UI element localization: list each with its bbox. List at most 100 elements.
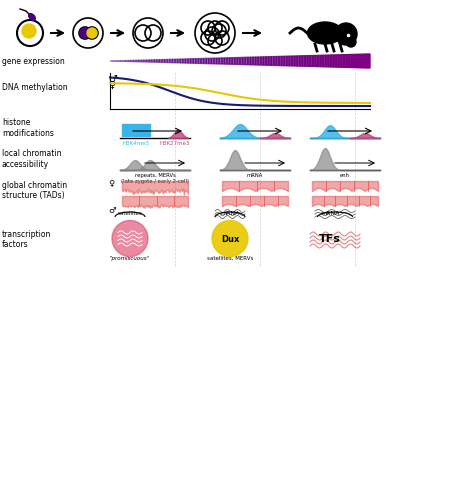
Polygon shape: [326, 56, 328, 68]
Text: (late zygote / early 2-cell): (late zygote / early 2-cell): [121, 179, 189, 184]
Polygon shape: [178, 60, 180, 64]
Text: mRNA: mRNA: [220, 210, 240, 215]
Polygon shape: [360, 55, 362, 69]
Polygon shape: [367, 55, 370, 69]
Polygon shape: [276, 57, 279, 67]
Circle shape: [346, 38, 356, 48]
Polygon shape: [339, 56, 341, 68]
Polygon shape: [313, 56, 315, 68]
Polygon shape: [185, 60, 188, 64]
Text: DNA methylation: DNA methylation: [2, 83, 68, 92]
Text: "promiscuous": "promiscuous": [110, 256, 150, 261]
Polygon shape: [300, 57, 302, 67]
Polygon shape: [282, 57, 284, 67]
Polygon shape: [328, 56, 331, 68]
Polygon shape: [318, 56, 320, 68]
Text: H3K4me3: H3K4me3: [122, 141, 149, 146]
Polygon shape: [219, 59, 222, 65]
Polygon shape: [201, 59, 204, 65]
Polygon shape: [261, 58, 264, 66]
Polygon shape: [131, 61, 133, 63]
Polygon shape: [346, 56, 349, 68]
Polygon shape: [227, 59, 229, 65]
Polygon shape: [279, 57, 282, 67]
Circle shape: [22, 25, 36, 39]
Ellipse shape: [28, 15, 36, 22]
Polygon shape: [204, 59, 206, 65]
Polygon shape: [149, 61, 152, 63]
Polygon shape: [271, 58, 274, 66]
Polygon shape: [320, 56, 323, 68]
Polygon shape: [357, 55, 360, 69]
Polygon shape: [287, 57, 290, 67]
Polygon shape: [217, 59, 219, 65]
Polygon shape: [199, 60, 201, 64]
Polygon shape: [336, 56, 339, 68]
Polygon shape: [308, 57, 310, 67]
Circle shape: [212, 221, 248, 257]
Text: Dux: Dux: [221, 234, 239, 243]
Polygon shape: [146, 61, 149, 63]
Polygon shape: [175, 60, 178, 64]
Polygon shape: [365, 55, 367, 69]
Text: mRNA: mRNA: [320, 210, 340, 215]
Polygon shape: [136, 61, 138, 63]
Polygon shape: [255, 58, 258, 66]
Polygon shape: [193, 60, 196, 64]
Text: satellites, MERVs: satellites, MERVs: [207, 256, 253, 261]
Polygon shape: [302, 57, 305, 67]
Polygon shape: [224, 59, 227, 65]
Polygon shape: [164, 60, 167, 64]
Polygon shape: [180, 60, 183, 64]
Polygon shape: [355, 55, 357, 69]
Polygon shape: [128, 61, 131, 63]
Polygon shape: [133, 61, 136, 63]
Text: ♀: ♀: [108, 80, 115, 90]
Text: ♂: ♂: [108, 205, 116, 214]
Polygon shape: [258, 58, 261, 66]
Polygon shape: [305, 57, 308, 67]
Polygon shape: [243, 58, 245, 66]
Polygon shape: [141, 61, 144, 63]
Text: TFs: TFs: [319, 234, 341, 244]
Polygon shape: [138, 61, 141, 63]
Polygon shape: [264, 58, 266, 66]
Polygon shape: [269, 58, 271, 66]
Polygon shape: [250, 58, 253, 66]
Text: enh: enh: [340, 173, 350, 178]
Polygon shape: [341, 56, 344, 68]
Polygon shape: [222, 59, 224, 65]
Polygon shape: [157, 61, 159, 63]
Polygon shape: [191, 60, 193, 64]
Polygon shape: [209, 59, 211, 65]
Polygon shape: [292, 57, 295, 67]
Polygon shape: [232, 59, 235, 65]
Text: gene expression: gene expression: [2, 58, 65, 66]
Polygon shape: [284, 57, 287, 67]
Polygon shape: [167, 60, 170, 64]
Text: ♀: ♀: [108, 179, 114, 188]
Circle shape: [80, 29, 90, 39]
Polygon shape: [274, 58, 276, 66]
Text: H3K27me3: H3K27me3: [160, 141, 190, 146]
Text: local chromatin
accessibility: local chromatin accessibility: [2, 149, 62, 168]
Polygon shape: [211, 59, 214, 65]
Polygon shape: [245, 58, 248, 66]
Polygon shape: [344, 56, 346, 68]
Polygon shape: [154, 61, 157, 63]
Polygon shape: [183, 60, 185, 64]
Text: transcription
factors: transcription factors: [2, 229, 51, 248]
Polygon shape: [295, 57, 297, 67]
Polygon shape: [248, 58, 250, 66]
FancyBboxPatch shape: [122, 125, 150, 137]
Circle shape: [87, 29, 97, 39]
Text: repeats, MERVs: repeats, MERVs: [135, 173, 175, 178]
Ellipse shape: [308, 23, 343, 45]
Polygon shape: [159, 61, 162, 63]
Polygon shape: [290, 57, 292, 67]
Polygon shape: [362, 55, 365, 69]
Circle shape: [112, 221, 148, 257]
Text: mRNA: mRNA: [247, 173, 263, 178]
Polygon shape: [188, 60, 191, 64]
Polygon shape: [196, 60, 199, 64]
